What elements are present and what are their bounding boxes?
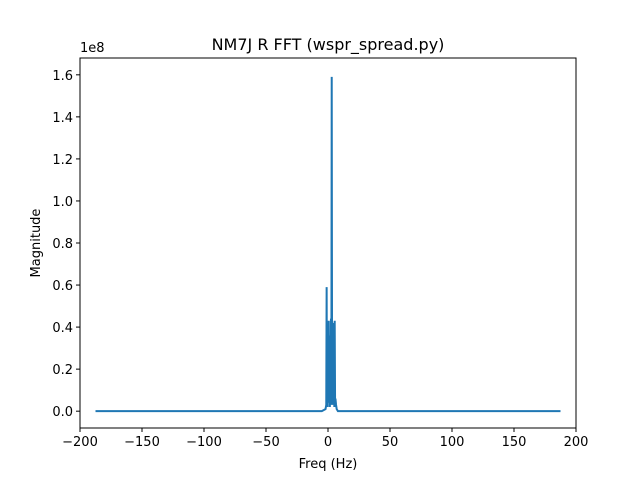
fft-magnitude-line bbox=[95, 76, 561, 413]
x-tick-label: 50 bbox=[382, 435, 399, 450]
y-offset-text: 1e8 bbox=[80, 41, 105, 56]
x-tick-label: 100 bbox=[440, 435, 465, 450]
chart-title: NM7J R FFT (wspr_spread.py) bbox=[212, 35, 445, 55]
plot-area bbox=[95, 76, 561, 413]
x-tick-label: 200 bbox=[564, 435, 589, 450]
x-tick-label: 0 bbox=[324, 435, 332, 450]
x-tick-label: −150 bbox=[124, 435, 160, 450]
axes-frame bbox=[79, 57, 577, 429]
y-tick-label: 0.6 bbox=[52, 279, 73, 294]
y-tick-label: 0.2 bbox=[52, 363, 73, 378]
x-tick-label: −200 bbox=[62, 435, 98, 450]
y-axis-label: Magnitude bbox=[29, 209, 44, 278]
y-tick-label: 1.2 bbox=[52, 153, 73, 168]
y-tick-label: 0.0 bbox=[52, 405, 73, 420]
y-tick-label: 1.6 bbox=[52, 69, 73, 84]
axis-ticks: −200 −150 −100 −50 0 50 100 150 200 0.0 0.2 0.4 0.6 0… bbox=[52, 69, 588, 450]
y-tick-label: 1.4 bbox=[52, 111, 73, 126]
x-tick-label: −50 bbox=[252, 435, 279, 450]
x-axis-label: Freq (Hz) bbox=[299, 457, 358, 472]
y-tick-label: 0.8 bbox=[52, 237, 73, 252]
x-tick-label: 150 bbox=[502, 435, 527, 450]
x-tick-label: −100 bbox=[186, 435, 222, 450]
y-tick-label: 1.0 bbox=[52, 195, 73, 210]
y-tick-label: 0.4 bbox=[52, 321, 73, 336]
